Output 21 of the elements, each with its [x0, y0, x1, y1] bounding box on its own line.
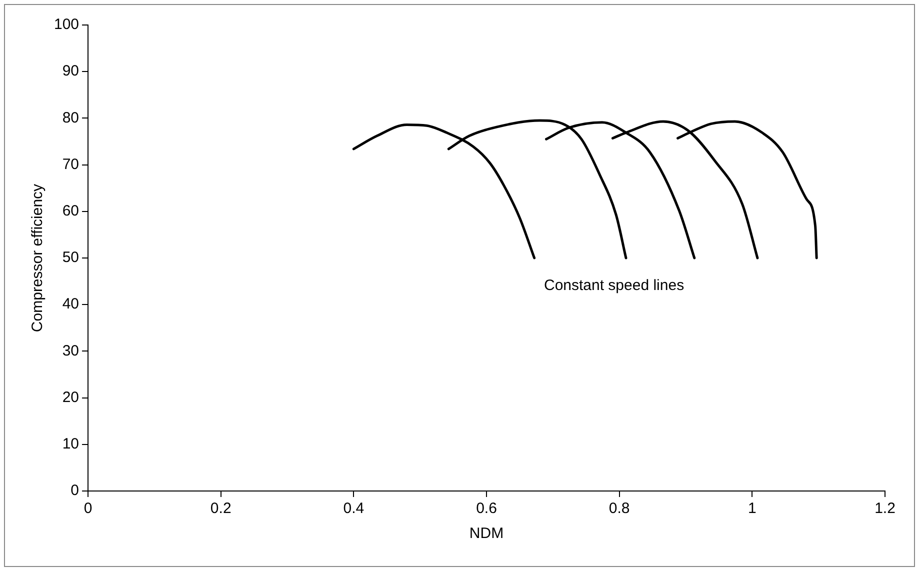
- y-tick-label: 80: [62, 109, 80, 126]
- x-tick-label: 0: [84, 500, 92, 518]
- y-axis-title: Compressor efficiency: [29, 183, 46, 332]
- x-tick-label: 1: [748, 500, 756, 518]
- y-tick-label: 50: [62, 249, 80, 266]
- y-tick-label: 70: [62, 156, 80, 173]
- y-tick-label: 40: [62, 296, 80, 313]
- y-tick-label: 100: [54, 16, 80, 34]
- x-tick-label: 0.6: [476, 500, 497, 518]
- annotation: Constant speed lines: [544, 277, 684, 294]
- y-tick-label: 30: [62, 342, 80, 360]
- y-tick-label: 0: [70, 482, 80, 500]
- x-tick-label: 0.4: [343, 500, 364, 518]
- x-tick-label: 0.2: [210, 500, 232, 518]
- x-tick-label: 1.2: [874, 500, 896, 518]
- y-tick-label: 60: [62, 202, 80, 220]
- x-tick-label: 0.8: [608, 500, 630, 518]
- y-tick-label: 90: [62, 62, 80, 80]
- x-axis-title: NDM: [469, 525, 504, 542]
- y-tick-label: 20: [62, 388, 80, 406]
- y-tick-label: 10: [62, 436, 80, 453]
